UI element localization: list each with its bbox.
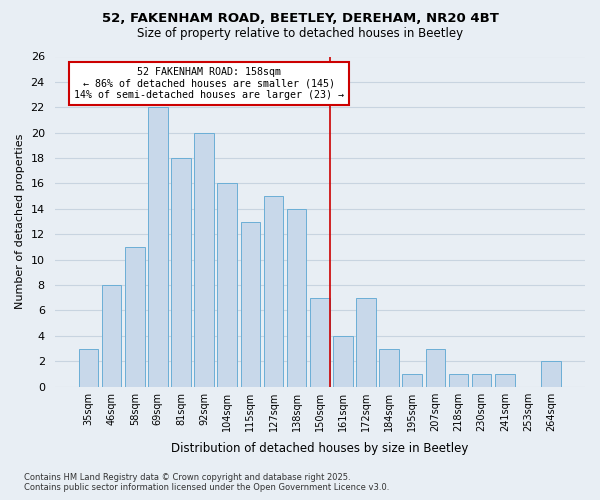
Text: 52 FAKENHAM ROAD: 158sqm
← 86% of detached houses are smaller (145)
14% of semi-: 52 FAKENHAM ROAD: 158sqm ← 86% of detach… bbox=[74, 66, 344, 100]
Bar bbox=[379, 348, 399, 387]
Bar bbox=[495, 374, 515, 386]
Bar bbox=[263, 196, 283, 386]
Y-axis label: Number of detached properties: Number of detached properties bbox=[15, 134, 25, 310]
Bar bbox=[148, 108, 167, 386]
Bar bbox=[287, 209, 307, 386]
Bar bbox=[194, 132, 214, 386]
Bar bbox=[425, 348, 445, 387]
Text: Size of property relative to detached houses in Beetley: Size of property relative to detached ho… bbox=[137, 28, 463, 40]
Bar bbox=[171, 158, 191, 386]
Bar bbox=[102, 285, 121, 386]
Text: Contains HM Land Registry data © Crown copyright and database right 2025.
Contai: Contains HM Land Registry data © Crown c… bbox=[24, 473, 389, 492]
Bar bbox=[241, 222, 260, 386]
Bar bbox=[79, 348, 98, 387]
Text: 52, FAKENHAM ROAD, BEETLEY, DEREHAM, NR20 4BT: 52, FAKENHAM ROAD, BEETLEY, DEREHAM, NR2… bbox=[101, 12, 499, 26]
Bar bbox=[217, 184, 237, 386]
Bar bbox=[449, 374, 469, 386]
Bar bbox=[541, 362, 561, 386]
Bar bbox=[472, 374, 491, 386]
Bar bbox=[356, 298, 376, 386]
Bar bbox=[310, 298, 329, 386]
X-axis label: Distribution of detached houses by size in Beetley: Distribution of detached houses by size … bbox=[171, 442, 469, 455]
Bar bbox=[125, 247, 145, 386]
Bar bbox=[333, 336, 353, 386]
Bar bbox=[403, 374, 422, 386]
